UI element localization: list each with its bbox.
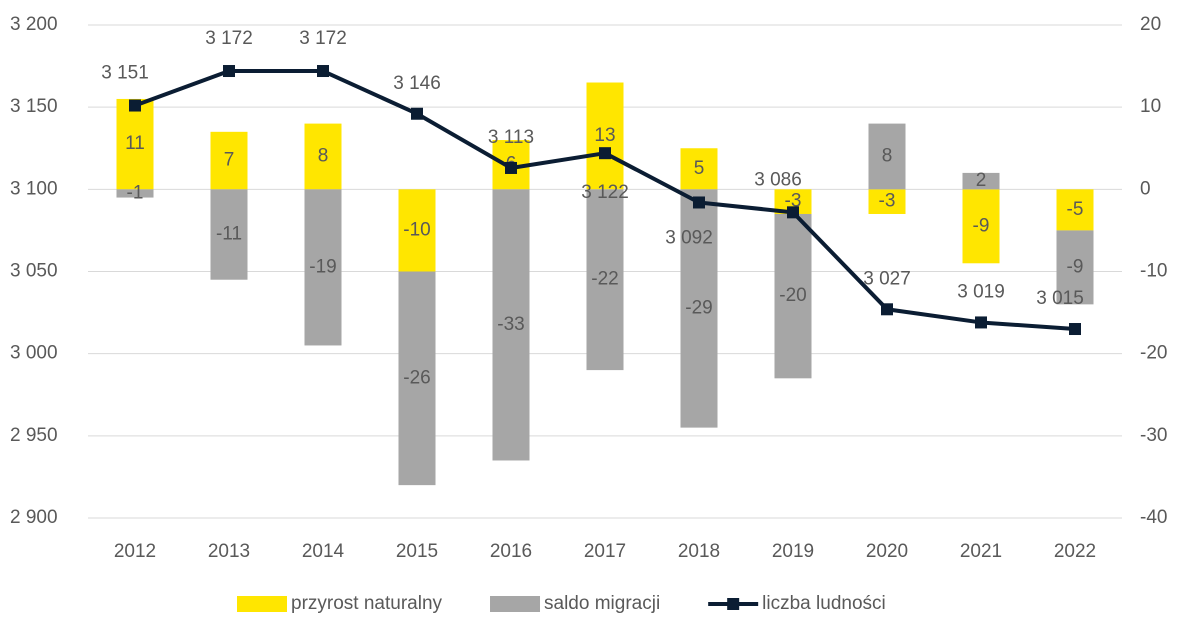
line-label: 3 019 [957,281,1005,302]
bar [962,172,1000,190]
y2-tick-label: -30 [1140,425,1167,446]
bar-label: 5 [694,158,705,179]
bar [868,189,906,214]
line-label: 3 027 [863,268,911,289]
bar [304,123,342,190]
y-tick-label: 2 900 [10,507,58,528]
x-tick-label: 2015 [396,541,438,562]
bar [492,189,530,461]
bar-label: -1 [127,182,144,203]
bar-label: -9 [1067,256,1084,277]
bar-label: 8 [882,145,893,166]
y-tick-label: 3 050 [10,261,58,282]
line-label: 3 151 [101,63,149,84]
x-tick-label: 2014 [302,541,345,562]
y2-tick-label: 0 [1140,178,1151,199]
legend-swatch [237,596,287,612]
marker [599,147,611,160]
legend-swatch [727,598,740,610]
line-label: 3 086 [754,169,802,190]
bar [398,189,436,272]
y2-tick-label: 10 [1140,96,1161,117]
bar [304,189,342,346]
y2-tick-label: -20 [1140,343,1167,364]
bar-label: -22 [591,269,618,290]
y-tick-label: 3 200 [10,14,58,35]
line-label: 3 015 [1036,288,1084,309]
line-label: 3 146 [393,73,441,94]
bar-label: -33 [497,314,524,335]
bar [116,98,154,190]
legend-swatch [490,596,541,612]
legend-label: liczba ludności [762,593,886,614]
legend-label: saldo migracji [544,593,660,614]
marker [693,196,705,209]
bar [680,148,718,190]
marker [505,161,517,174]
marker [975,316,987,329]
x-tick-label: 2017 [584,541,626,562]
bar-label: -26 [403,367,430,388]
bar-label: -5 [1067,199,1084,220]
bar-label: 7 [224,150,235,171]
bar [1056,189,1094,231]
x-tick-label: 2013 [208,541,250,562]
y-tick-label: 3 150 [10,96,58,117]
x-tick-label: 2018 [678,541,720,562]
x-tick-label: 2020 [866,541,908,562]
bar-label: -20 [779,285,806,306]
marker [129,99,141,112]
y2-tick-label: 20 [1140,14,1161,35]
marker [411,107,423,120]
bar [116,189,154,198]
bar [680,189,718,428]
line-label: 3 172 [205,28,253,49]
bar [1056,230,1094,305]
y2-tick-label: -40 [1140,507,1167,528]
bar-label: -29 [685,297,712,318]
line-label: 3 172 [299,28,347,49]
bar-label: 8 [318,145,329,166]
y-tick-label: 3 100 [10,178,58,199]
bar-label: -19 [309,256,336,277]
y2-tick-label: -10 [1140,261,1167,282]
y-tick-label: 3 000 [10,343,58,364]
line-label: 3 113 [488,127,534,148]
marker [223,65,235,78]
bar-label: -11 [216,224,242,245]
bar [962,189,1000,264]
x-tick-label: 2021 [960,541,1002,562]
marker [881,303,893,316]
x-tick-label: 2012 [114,541,156,562]
x-tick-label: 2019 [772,541,814,562]
x-tick-label: 2022 [1054,541,1096,562]
bar [868,123,906,190]
bar [586,189,624,371]
bar [586,82,624,190]
bar-label: -3 [879,191,896,212]
line-label: 3 122 [581,182,629,203]
bar-label: 2 [976,170,987,191]
marker [787,206,799,219]
bar [774,213,812,379]
x-tick-label: 2016 [490,541,532,562]
line-label: 3 092 [665,227,713,248]
bar-label: 13 [594,125,615,146]
bar [210,189,248,280]
legend-label: przyrost naturalny [291,593,443,614]
bar-label: -10 [403,219,430,240]
bar-label: 11 [125,133,145,154]
bar-label: -9 [973,215,990,236]
y-tick-label: 2 950 [10,425,58,446]
bar [398,271,436,486]
bar [210,131,248,190]
marker [1069,323,1081,336]
marker [317,65,329,78]
